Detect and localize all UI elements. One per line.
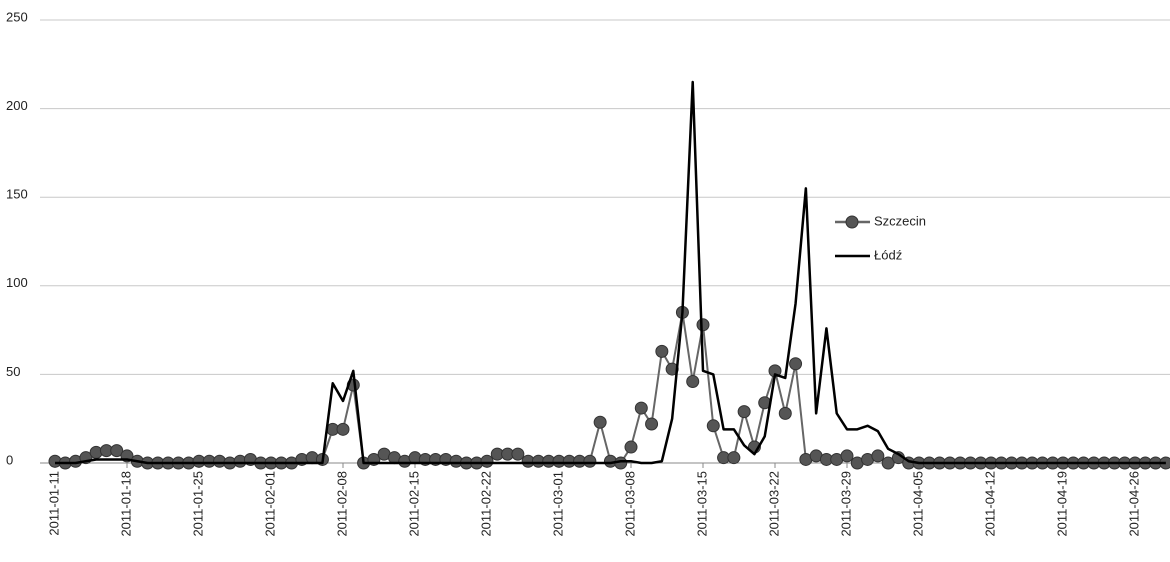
y-tick-label: 100 <box>6 275 28 290</box>
x-tick-label: 2011-01-25 <box>190 471 205 537</box>
data-point <box>583 454 597 468</box>
series-line <box>54 311 1166 464</box>
data-point <box>778 406 792 420</box>
x-tick-label: 2011-04-12 <box>982 471 997 537</box>
data-point <box>840 449 854 463</box>
data-point <box>871 449 885 463</box>
data-point <box>480 454 494 468</box>
data-point <box>634 401 648 415</box>
data-point <box>336 422 350 436</box>
data-point <box>706 419 720 433</box>
legend-label: Łódź <box>874 247 902 262</box>
data-point <box>624 440 638 454</box>
x-tick-label: 2011-04-26 <box>1126 471 1141 537</box>
x-tick-label: 2011-01-18 <box>118 471 133 537</box>
data-point <box>655 344 669 358</box>
y-tick-label: 0 <box>6 452 13 467</box>
series-line <box>55 80 1166 465</box>
y-tick-label: 50 <box>6 364 20 379</box>
y-tick-label: 200 <box>6 98 28 113</box>
x-tick-label: 2011-04-19 <box>1054 471 1069 537</box>
data-point <box>645 417 659 431</box>
x-tick-label: 2011-02-08 <box>334 471 349 537</box>
data-point <box>511 447 525 461</box>
x-tick-label: 2011-03-08 <box>622 471 637 537</box>
x-tick-label: 2011-02-22 <box>478 471 493 537</box>
x-tick-label: 2011-03-29 <box>838 471 853 537</box>
x-tick-label: 2011-02-15 <box>406 471 421 537</box>
y-tick-label: 250 <box>6 9 28 24</box>
legend-label: Szczecin <box>874 213 926 228</box>
x-tick-label: 2011-01-11 <box>46 471 61 536</box>
x-tick-label: 2011-03-22 <box>766 471 781 537</box>
data-point <box>789 357 803 371</box>
data-point <box>696 318 710 332</box>
legend-marker <box>845 215 859 229</box>
data-point <box>110 444 124 458</box>
x-tick-label: 2011-04-05 <box>910 471 925 537</box>
y-tick-label: 150 <box>6 187 28 202</box>
x-tick-label: 2011-03-01 <box>550 471 565 537</box>
data-point <box>727 451 741 465</box>
data-point <box>881 456 895 470</box>
data-point <box>593 415 607 429</box>
x-tick-label: 2011-03-15 <box>694 471 709 537</box>
data-point <box>737 405 751 419</box>
x-tick-label: 2011-02-01 <box>262 471 277 537</box>
data-point <box>686 374 700 388</box>
